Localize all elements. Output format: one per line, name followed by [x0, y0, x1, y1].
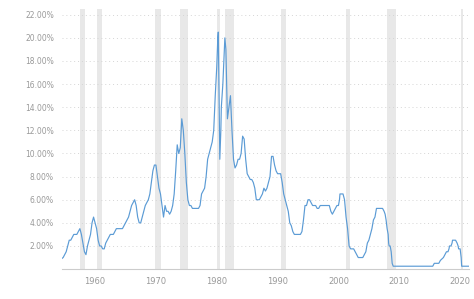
Bar	[97, 9, 102, 269]
Bar	[461, 9, 463, 269]
Bar	[180, 9, 188, 269]
Bar	[281, 9, 285, 269]
Bar	[386, 9, 396, 269]
Bar	[346, 9, 350, 269]
Bar	[81, 9, 85, 269]
Bar	[225, 9, 235, 269]
Bar	[155, 9, 162, 269]
Bar	[217, 9, 220, 269]
